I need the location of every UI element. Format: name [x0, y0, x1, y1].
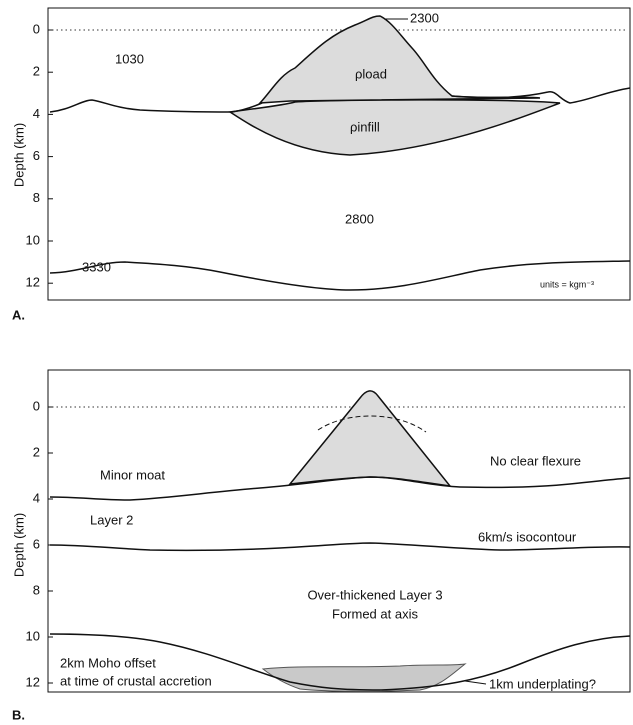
y-tick-label: 0 [33, 398, 40, 413]
leader-line [465, 681, 486, 684]
annotation: 2800 [345, 211, 374, 226]
annotation: 1km underplating? [489, 676, 596, 691]
panel-label: B. [12, 707, 25, 722]
annotation: 2km Moho offset [60, 655, 156, 670]
annotation: No clear flexure [490, 453, 581, 468]
annotation: units = kgm⁻³ [540, 279, 594, 289]
panel-label: A. [12, 307, 25, 322]
y-axis-label: Depth (km) [11, 513, 26, 577]
seamount [290, 391, 450, 486]
y-tick-label: 2 [33, 64, 40, 79]
y-tick-label: 6 [33, 148, 40, 163]
y-tick-label: 6 [33, 536, 40, 551]
underplating [263, 664, 465, 691]
y-tick-label: 8 [33, 582, 40, 597]
annotation: 2300 [410, 10, 439, 25]
y-tick-label: 0 [33, 21, 40, 36]
y-tick-label: 12 [26, 674, 40, 689]
figure: 2300 1030 ρload ρinfill 2800 3330 units … [0, 0, 633, 725]
annotation: 3330 [82, 259, 111, 274]
y-tick-label: 12 [26, 275, 40, 290]
y-tick-label: 4 [33, 490, 40, 505]
annotation: 1030 [115, 51, 144, 66]
y-tick-label: 10 [26, 232, 40, 247]
y-axis-label: Depth (km) [11, 123, 26, 187]
y-tick-label: 8 [33, 190, 40, 205]
annotation: Minor moat [100, 467, 165, 482]
y-tick-label: 10 [26, 628, 40, 643]
annotation: ρinfill [350, 119, 380, 134]
annotation: Layer 2 [90, 512, 133, 527]
annotation: ρload [355, 66, 387, 81]
infill [230, 100, 560, 155]
annotation: at time of crustal accretion [60, 673, 212, 688]
y-tick-label: 2 [33, 444, 40, 459]
panel-b: No clear flexure Minor moat Layer 2 6km/… [11, 370, 630, 722]
panel-a: 2300 1030 ρload ρinfill 2800 3330 units … [11, 8, 630, 322]
annotation: 6km/s isocontour [478, 529, 577, 544]
annotation: Formed at axis [332, 606, 418, 621]
annotation: Over-thickened Layer 3 [307, 587, 442, 602]
y-tick-label: 4 [33, 106, 40, 121]
load [260, 16, 540, 103]
